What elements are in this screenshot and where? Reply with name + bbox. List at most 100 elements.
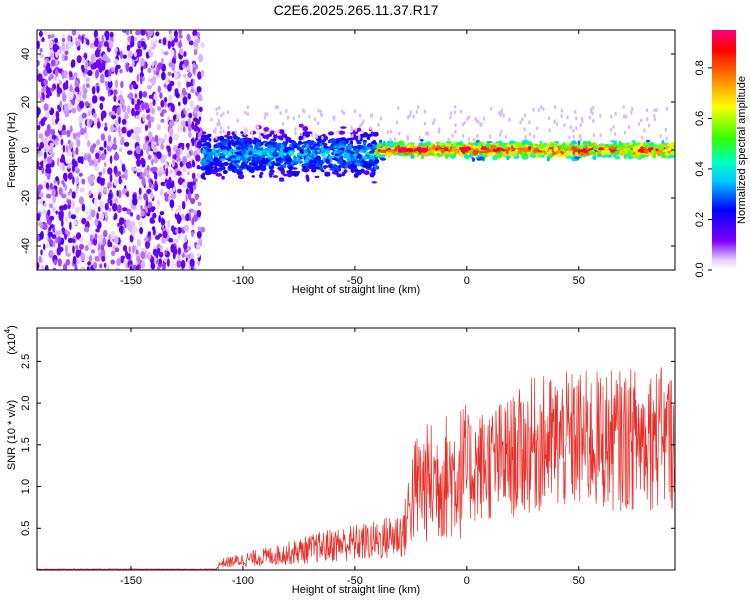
spectrogram-cell — [125, 250, 128, 258]
spectrogram-cell — [284, 161, 290, 165]
spectrogram-cell — [298, 142, 304, 145]
spectrogram-cell — [82, 83, 86, 93]
spectrogram-cell — [148, 181, 152, 189]
spectrogram-cell — [240, 155, 246, 161]
spectrogram-cell — [168, 33, 174, 42]
spectrogram-cell — [610, 114, 613, 119]
spectrogram-cell — [161, 57, 164, 65]
spectrogram-cell — [95, 69, 99, 79]
spectrogram-cell — [263, 131, 267, 136]
spectrogram-cell — [155, 74, 160, 79]
spectrogram-cell — [521, 117, 524, 122]
spectrogram-cell — [527, 152, 532, 155]
spectrogram-cell — [369, 172, 375, 178]
spectrogram-cell — [471, 157, 476, 163]
spectrogram-cell — [286, 170, 293, 174]
spectrogram-cell — [227, 125, 230, 130]
spectrogram-cell — [160, 143, 164, 150]
spectrogram-cell — [222, 170, 228, 174]
spectrogram-cell — [314, 117, 317, 122]
spectrogram-cell — [43, 79, 48, 86]
spectrogram-cell — [572, 128, 575, 133]
spectrogram-cell — [80, 156, 84, 165]
spectrogram-cell — [114, 119, 119, 127]
spectrogram-cell — [85, 77, 91, 83]
spectrogram-cell — [196, 147, 202, 153]
spectrogram-cell — [115, 64, 121, 70]
spectrogram-cell — [76, 31, 80, 37]
spectrogram-cell — [76, 95, 80, 101]
spectrogram-cell — [497, 153, 502, 159]
spectrogram-cell — [72, 245, 75, 254]
spectrogram-cell — [141, 40, 146, 48]
spectrogram-cell — [120, 255, 126, 260]
snr-panel: -150 -100 -50 0 50 0.5 1.0 1.5 2.0 2.5 Height of… — [3, 325, 676, 596]
spectrogram-cell — [623, 130, 627, 135]
spectrogram-cell — [154, 134, 159, 143]
spectrogram-cell — [83, 73, 87, 78]
spectrogram-cell — [116, 189, 119, 197]
spectrogram-cell — [420, 149, 428, 153]
spectrogram-cell — [528, 132, 532, 136]
spectrogram-cell — [482, 116, 486, 121]
spectrogram-cell — [109, 241, 113, 248]
spectrogram-cell — [109, 124, 115, 133]
spectrogram-cell — [54, 37, 58, 44]
spectrogram-cell — [58, 187, 63, 196]
spectrogram-y-label: Frequency (Hz) — [6, 112, 18, 188]
spectrogram-cell — [580, 117, 584, 121]
spectrogram-cell — [236, 159, 240, 163]
spectrogram-cell — [147, 154, 152, 160]
spectrogram-cell — [286, 147, 293, 150]
y-tick-label: 0 — [20, 147, 32, 153]
spectrogram-cell — [160, 112, 164, 117]
spectrogram-cell — [39, 230, 44, 240]
spectrogram-cell — [522, 141, 527, 145]
spectrogram-cell — [96, 212, 99, 220]
spectrogram-cell — [186, 153, 191, 159]
spectrogram-cell — [116, 204, 122, 214]
spectrogram-cell — [263, 115, 267, 120]
spectrogram-cell — [412, 114, 415, 119]
spectrogram-cell — [89, 118, 93, 126]
spectrogram-cell — [278, 151, 285, 157]
spectrogram-cell — [292, 167, 298, 170]
spectrogram-cell — [266, 144, 273, 148]
spectrogram-cell — [436, 145, 441, 149]
spectrogram-cell — [55, 210, 58, 215]
spectrogram-cell — [189, 100, 195, 109]
spectrogram-cell — [183, 73, 187, 79]
spectrogram-cell — [215, 135, 218, 140]
spectrogram-cell — [59, 45, 62, 55]
snr-y-ticks: 0.5 1.0 1.5 2.0 2.5 — [20, 354, 675, 536]
spectrogram-cell — [171, 73, 175, 78]
spectrogram-cell — [359, 123, 362, 128]
spectrogram-cell — [286, 173, 292, 177]
spectrogram-cell — [86, 39, 90, 46]
spectrogram-cell — [180, 259, 186, 269]
spectrogram-cell — [187, 192, 192, 201]
spectrogram-cell — [50, 52, 54, 59]
spectrogram-cell — [358, 113, 362, 118]
spectrogram-cell — [226, 131, 231, 136]
spectrogram-cell — [664, 127, 667, 132]
spectrogram-cell — [397, 106, 400, 111]
spectrogram-cell — [127, 94, 132, 99]
spectrogram-cell — [533, 134, 536, 139]
spectrogram-cell — [256, 125, 260, 130]
spectrogram-cell — [477, 158, 482, 161]
y-tick-label: 1.0 — [20, 479, 32, 494]
spectrogram-cell — [158, 251, 164, 258]
spectrogram-cell — [115, 267, 120, 270]
spectrogram-cell — [218, 135, 225, 141]
spectrogram-cell — [43, 202, 47, 208]
spectrogram-cell — [195, 131, 199, 139]
spectrogram-cell — [161, 71, 166, 81]
spectrogram-cell — [107, 134, 112, 143]
spectrogram-cell — [148, 201, 153, 209]
spectrogram-cell — [388, 142, 395, 148]
spectrogram-cell — [347, 164, 352, 169]
spectrogram-cell — [138, 220, 142, 227]
spectrogram-cell — [44, 264, 49, 270]
spectrogram-cell — [137, 41, 142, 47]
